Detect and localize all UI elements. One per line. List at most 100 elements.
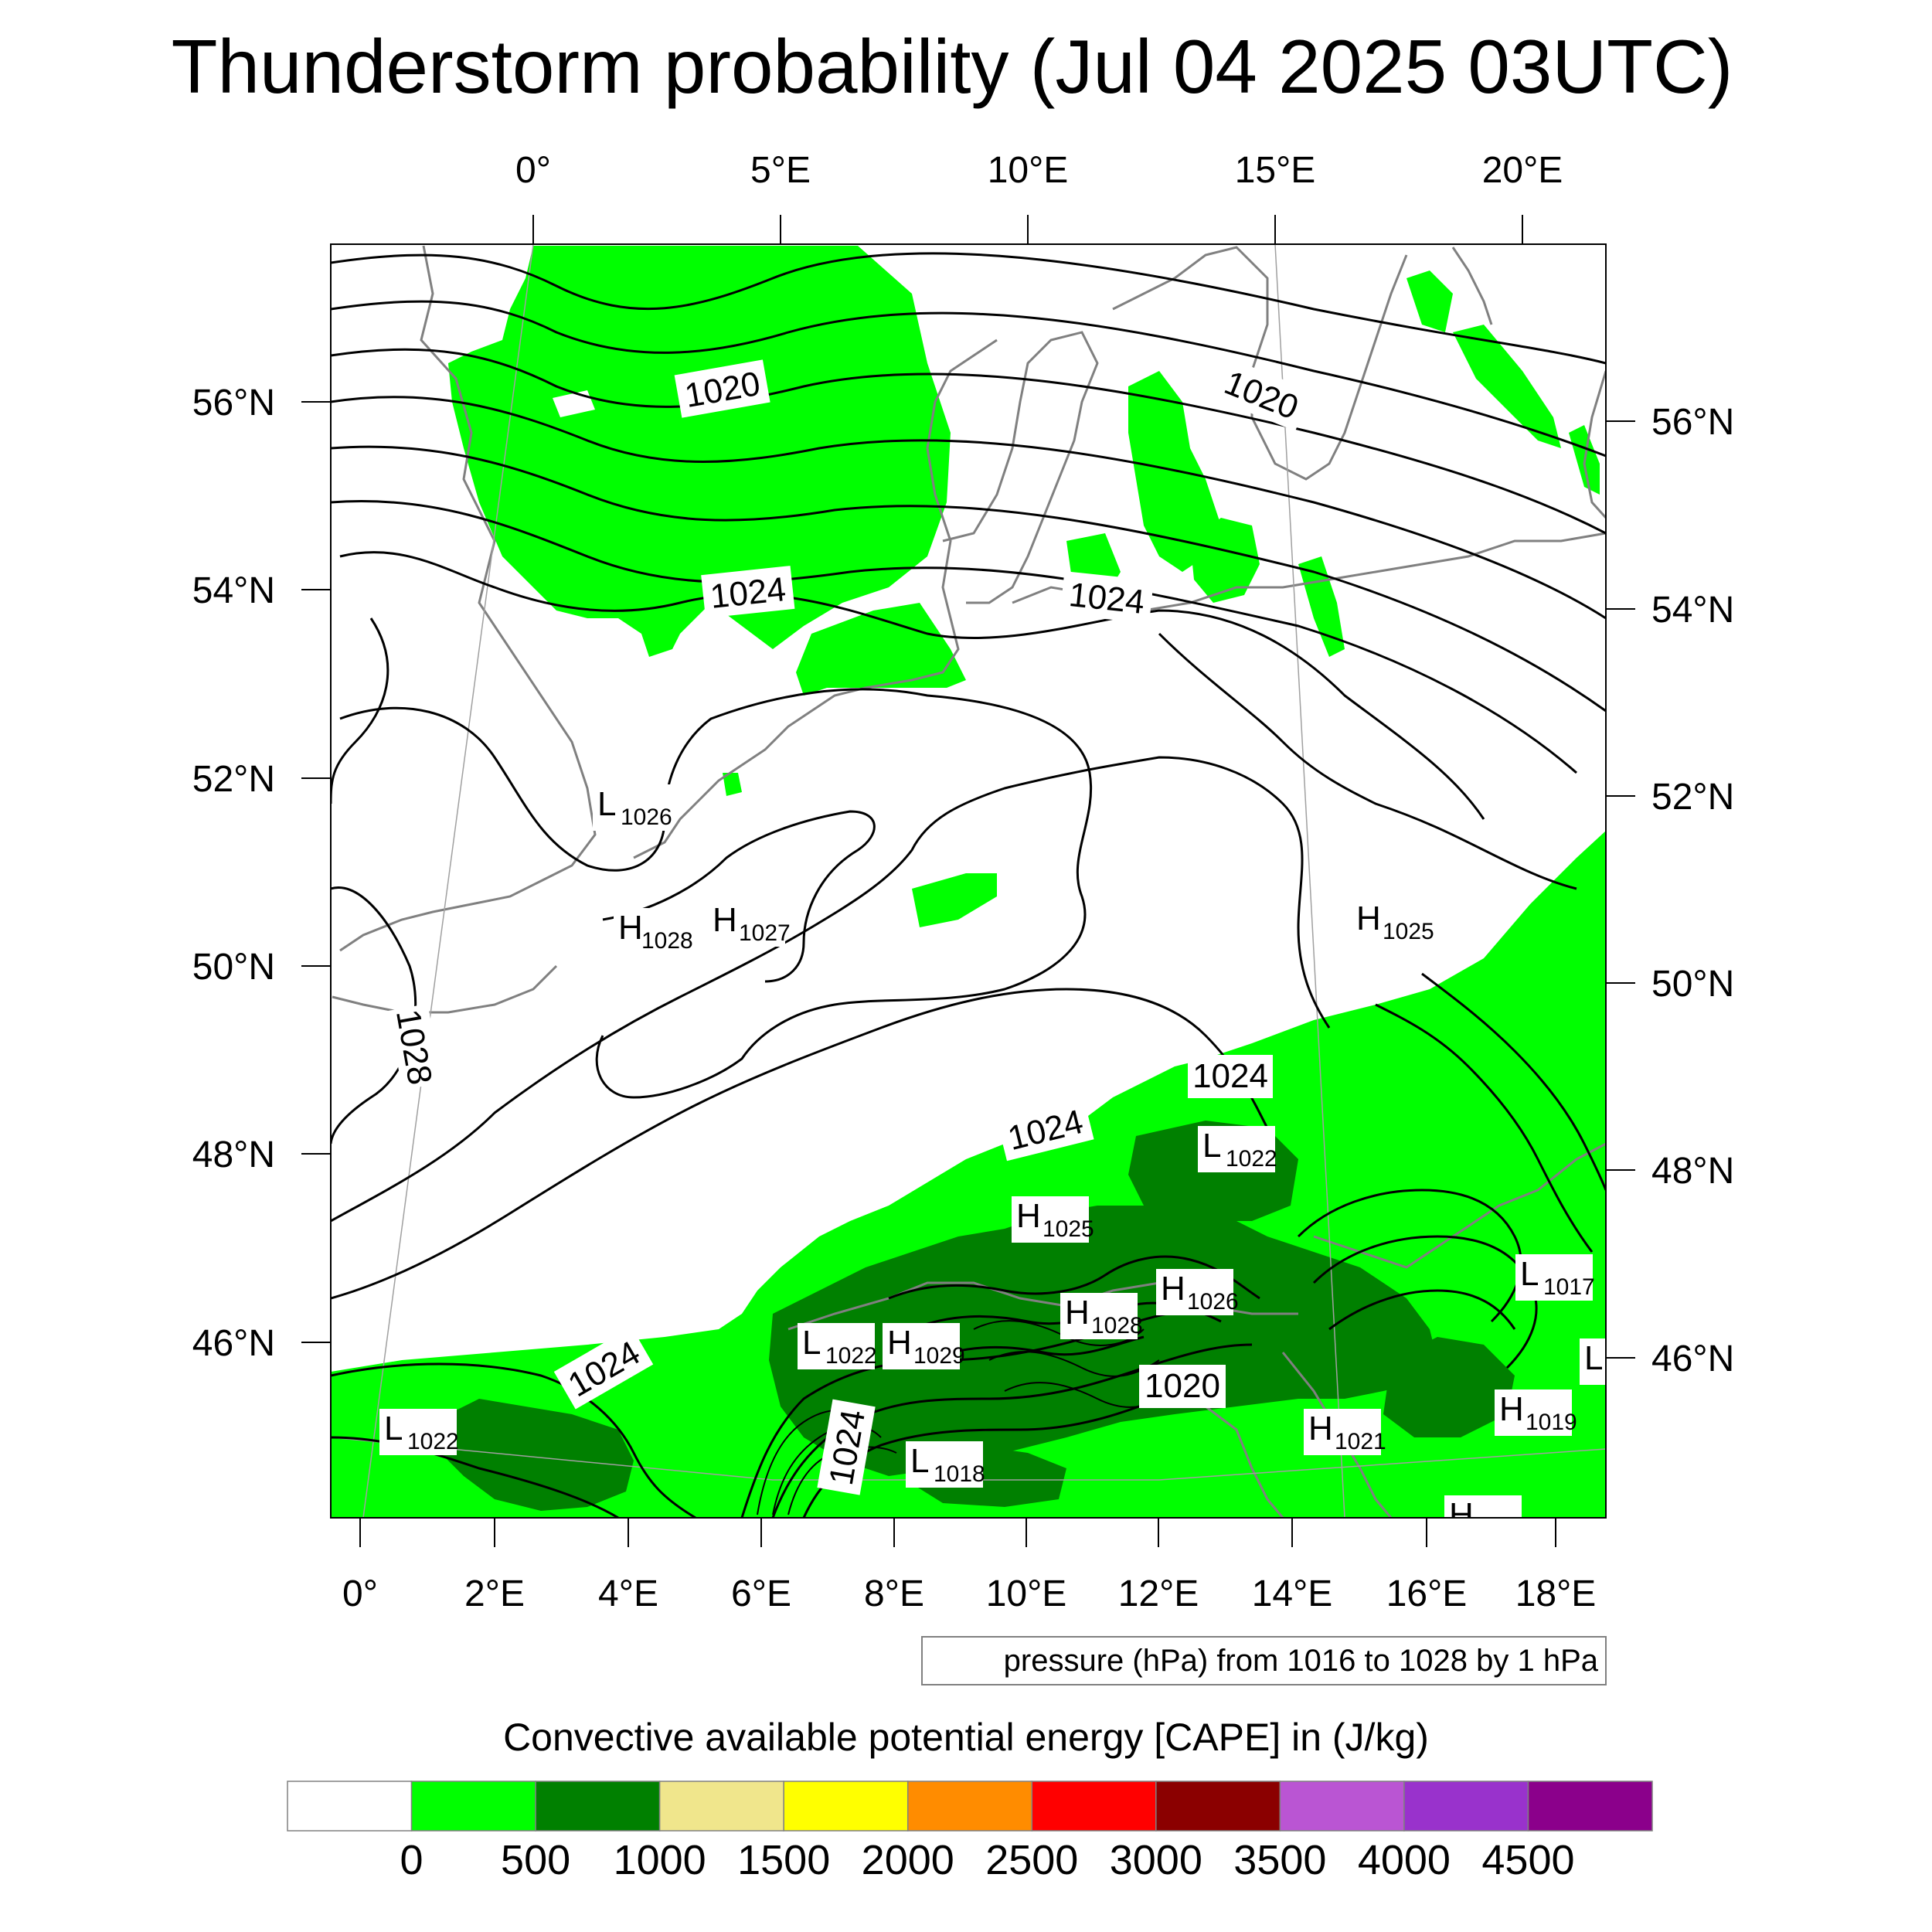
center-value: 1022	[825, 1343, 877, 1369]
isobar-alps-c	[927, 1335, 1145, 1362]
center-value: 1021	[1335, 1429, 1386, 1454]
center-letter: H	[1161, 1270, 1185, 1308]
isobar-outer	[331, 617, 389, 804]
colorbar-tick-label: 0	[400, 1837, 423, 1883]
coast-continent	[633, 338, 998, 859]
center-letter: H	[1016, 1197, 1041, 1235]
pressure-center: L 1026	[593, 784, 672, 831]
tick-label: 52°N	[192, 759, 275, 800]
right-axis-labels: 56°N 54°N 52°N 50°N 48°N 46°N	[1651, 402, 1734, 1379]
center-value: 1027	[739, 920, 791, 946]
center-letter: H	[713, 901, 737, 939]
cape-area-lithuania	[1453, 325, 1561, 448]
colorbar-swatch	[1403, 1781, 1529, 1832]
center-letter: H	[1449, 1496, 1474, 1534]
colorbar-title: Convective available potential energy [C…	[503, 1716, 1429, 1759]
isobar-east-3	[1421, 972, 1606, 1191]
center-value: 1026	[1187, 1289, 1239, 1315]
center-letter: H	[1499, 1390, 1524, 1428]
cape-area-north-sea	[448, 246, 951, 657]
map-border	[330, 243, 1607, 1519]
tick-label: 56°N	[1651, 402, 1734, 443]
pressure-center: H 1028	[614, 908, 693, 954]
axis-ticks	[301, 215, 1635, 1547]
pressure-center: L 1018	[906, 1441, 985, 1488]
center-value: 1022	[1226, 1146, 1277, 1172]
tick-label: 2°E	[464, 1573, 525, 1614]
isobar-4	[331, 396, 1606, 620]
colorbar-swatch	[287, 1781, 413, 1832]
tick-label: 0°	[515, 150, 551, 191]
center-letter: L	[384, 1410, 403, 1447]
coast-italy-north	[1205, 1405, 1284, 1518]
contour-info-box: pressure (hPa) from 1016 to 1028 by 1 hP…	[921, 1636, 1607, 1685]
tick-label: 10°E	[988, 150, 1069, 191]
isobar-south-2	[331, 1436, 619, 1518]
pressure-center: H 1021	[1304, 1409, 1386, 1455]
isobar-east-2	[1375, 1003, 1594, 1253]
isobar-mountains-2	[771, 1343, 1253, 1518]
isobar-uk	[339, 688, 1093, 1099]
tick-label: 0°	[342, 1573, 378, 1614]
isobar-central-2	[331, 988, 1269, 1300]
center-letter: L	[1584, 1339, 1603, 1377]
pressure-center: H 1029	[883, 1323, 965, 1369]
colorbar-swatch	[783, 1781, 909, 1832]
pressure-center: L 1017	[1515, 1254, 1595, 1301]
coast-gotland	[1451, 247, 1493, 325]
isobar-3	[331, 348, 1606, 535]
isobar-6	[331, 499, 1577, 774]
center-value: 1017	[1543, 1274, 1595, 1300]
colorbar-tick-label: 3000	[1110, 1837, 1202, 1883]
center-letter: L	[1202, 1127, 1221, 1165]
isobar-hungary-3	[1328, 1289, 1516, 1331]
contour-label: 1024	[1067, 576, 1146, 621]
pressure-center: H 1019	[1495, 1389, 1577, 1436]
tick-label: 6°E	[731, 1573, 791, 1614]
colorbar-tick-label: 2000	[862, 1837, 954, 1883]
tick-label: 50°N	[1651, 964, 1734, 1005]
colorbar-swatch	[1155, 1781, 1281, 1832]
tick-label: 48°N	[1651, 1151, 1734, 1192]
center-letter: L	[802, 1324, 821, 1362]
coast-baltic-east	[1583, 370, 1606, 519]
coast-uk-south	[332, 964, 558, 1014]
pressure-center: L 1022	[379, 1409, 459, 1455]
left-axis-labels: 56°N 54°N 52°N 50°N 48°N 46°N	[192, 383, 275, 1364]
isobar-2	[331, 300, 1606, 457]
center-value: 1025	[1043, 1216, 1094, 1242]
center-value: 1028	[641, 928, 693, 954]
pressure-center: H 1026	[1156, 1269, 1239, 1315]
cape-dark-west	[433, 1399, 634, 1511]
center-letter: H	[887, 1324, 912, 1362]
tick-label: 54°N	[1651, 590, 1734, 631]
isobar-5	[331, 445, 1606, 713]
tick-label: 46°N	[1651, 1338, 1734, 1379]
cape-area-netherlands	[796, 603, 966, 696]
pressure-centers: L 1026 H 1028 H 1027 H 1025 L 1022	[379, 784, 1606, 1534]
top-axis-labels: 0° 5°E 10°E 15°E 20°E	[515, 150, 1563, 191]
colorbar-tick-label: 1500	[737, 1837, 830, 1883]
pressure-center: H 1027	[708, 900, 791, 947]
center-letter: H	[1356, 900, 1381, 937]
tick-label: 52°N	[1651, 777, 1734, 818]
tick-label: 54°N	[192, 570, 275, 611]
isobar-east	[1158, 632, 1577, 890]
tick-label: 4°E	[598, 1573, 658, 1614]
cape-dark-alps	[769, 1206, 1437, 1476]
contour-info-text: pressure (hPa) from 1016 to 1028 by 1 hP…	[1004, 1644, 1599, 1678]
border-east	[1313, 1142, 1606, 1269]
isobar-hungary-2	[1312, 1235, 1538, 1369]
contour-label: 1024	[1192, 1057, 1268, 1095]
pressure-center: H 1028	[1060, 1293, 1143, 1339]
contour-label: 1020	[1145, 1367, 1220, 1405]
tick-label: 15°E	[1235, 150, 1316, 191]
center-letter: H	[1065, 1294, 1090, 1332]
center-value: 1022	[407, 1429, 459, 1454]
colorbar-tick-label: 4000	[1358, 1837, 1451, 1883]
tick-label: 46°N	[192, 1323, 275, 1364]
center-value: 1019	[1526, 1410, 1577, 1435]
cape-dark-hungary	[1383, 1337, 1515, 1437]
center-letter: L	[910, 1442, 929, 1480]
colorbar-swatch	[1031, 1781, 1157, 1832]
